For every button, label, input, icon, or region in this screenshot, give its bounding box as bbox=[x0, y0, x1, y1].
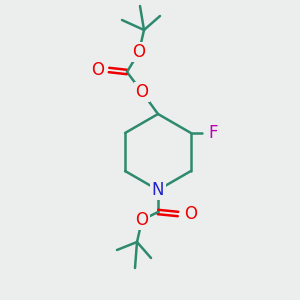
Text: O: O bbox=[136, 83, 148, 101]
Text: O: O bbox=[184, 205, 197, 223]
Text: O: O bbox=[133, 43, 146, 61]
Text: O: O bbox=[136, 211, 148, 229]
Text: O: O bbox=[91, 61, 104, 79]
Text: F: F bbox=[208, 124, 218, 142]
Text: N: N bbox=[152, 181, 164, 199]
